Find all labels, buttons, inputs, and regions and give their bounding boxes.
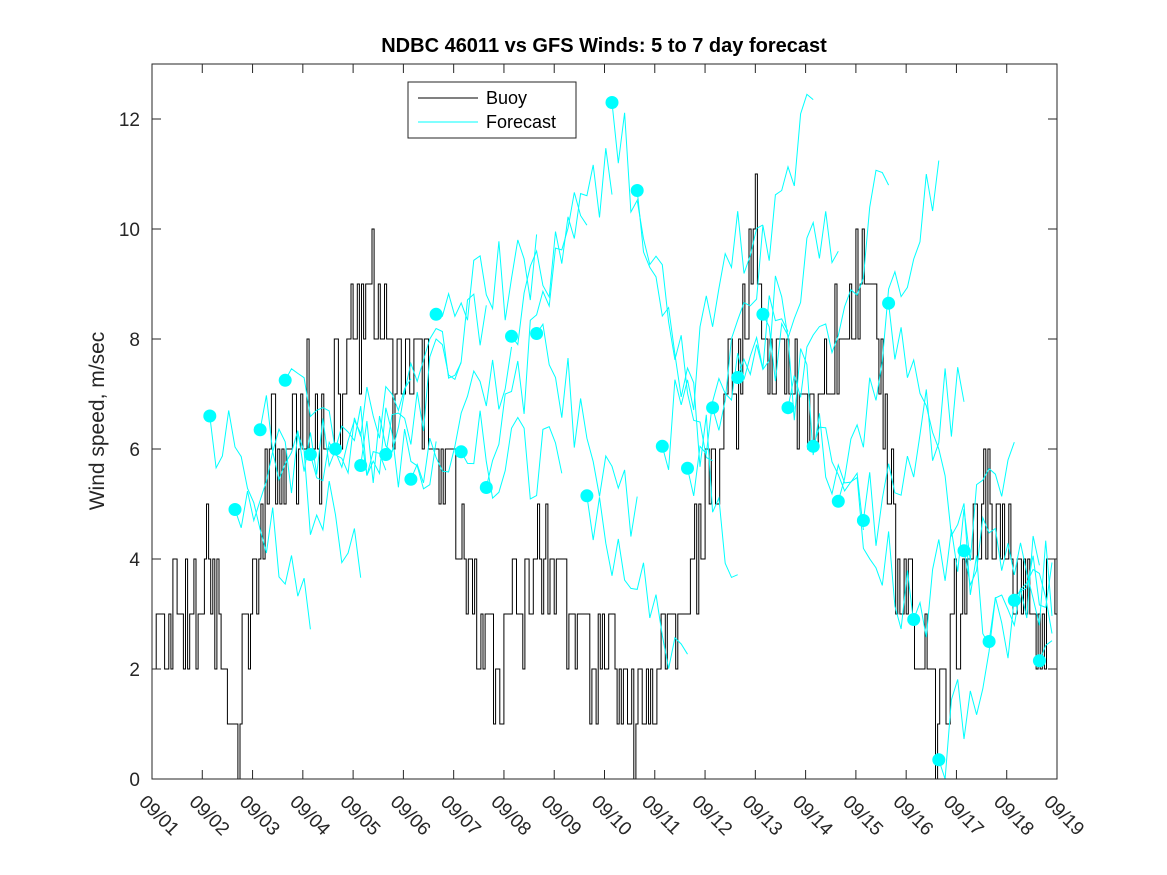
forecast-init-marker	[580, 489, 594, 503]
forecast-init-marker	[756, 307, 770, 321]
forecast-init-marker	[731, 371, 745, 384]
forecast-line	[988, 555, 1053, 659]
forecast-line	[611, 102, 713, 462]
forecast-init-marker	[479, 481, 493, 494]
y-axis-label: Wind speed, m/sec	[86, 332, 109, 511]
forecast-init-marker	[882, 296, 896, 310]
y-tick-label: 10	[119, 220, 140, 241]
y-tick-label: 0	[129, 770, 140, 791]
forecast-line	[862, 367, 965, 546]
forecast-line	[913, 442, 1015, 638]
forecast-line	[1013, 568, 1053, 634]
forecast-init-marker	[253, 423, 267, 437]
plot-background	[152, 64, 1057, 779]
forecast-line	[636, 190, 738, 579]
forecast-init-marker	[831, 494, 845, 508]
forecast-init-marker	[404, 472, 418, 486]
y-tick-label: 4	[129, 550, 140, 571]
forecast-init-marker	[1032, 654, 1046, 668]
forecast-init-marker	[681, 461, 694, 475]
y-tick-label: 2	[129, 660, 140, 681]
forecast-init-marker	[806, 439, 820, 453]
forecast-line	[586, 495, 688, 669]
forecast-init-marker	[932, 753, 946, 767]
forecast-init-marker	[354, 459, 368, 472]
y-tick-label: 6	[129, 440, 140, 461]
forecast-line	[485, 192, 588, 488]
forecast-line	[787, 169, 890, 408]
y-axis: 0 2 4 6 8 10 12	[119, 110, 1057, 791]
forecast-line	[938, 535, 1040, 780]
forecast-init-marker	[505, 329, 518, 343]
forecast-line	[837, 160, 940, 502]
forecast-line	[888, 303, 990, 646]
forecast-init-marker	[630, 184, 644, 197]
forecast-line	[234, 418, 336, 528]
forecast-init-marker	[706, 401, 720, 415]
buoy-series	[152, 173, 1058, 780]
legend: Buoy Forecast	[407, 81, 577, 139]
forecast-init-marker	[605, 96, 619, 109]
forecast-init-marker	[957, 544, 971, 558]
forecast-init-marker	[203, 409, 217, 423]
forecast-init-marker	[429, 307, 443, 321]
forecast-line	[309, 378, 412, 482]
forecast-init-marker	[379, 448, 393, 461]
forecast-init-marker	[303, 448, 317, 461]
legend-buoy-label: Buoy	[486, 88, 527, 108]
forecast-init-marker	[454, 445, 468, 459]
forecast-line	[812, 426, 915, 630]
forecast-init-marker	[228, 503, 242, 516]
legend-box	[407, 81, 577, 139]
buoy-line	[152, 173, 1058, 780]
forecast-init-marker	[856, 514, 870, 527]
forecast-line	[435, 234, 538, 321]
y-tick-label: 12	[119, 110, 140, 131]
forecast-line	[762, 314, 864, 531]
forecast-init-marker	[781, 401, 795, 415]
forecast-init-marker	[907, 613, 921, 626]
forecast-series	[209, 93, 1053, 780]
forecast-line	[335, 406, 437, 490]
forecast-line	[460, 410, 563, 500]
forecast-line	[712, 93, 814, 431]
forecast-init-marker	[329, 442, 342, 456]
forecast-line	[687, 295, 789, 497]
forecast-line	[536, 322, 638, 537]
chart-title: NDBC 46011 vs GFS Winds: 5 to 7 day fore…	[381, 35, 827, 57]
forecast-line	[410, 346, 512, 483]
forecast-line	[511, 148, 613, 346]
forecast-init-marker	[1007, 593, 1021, 607]
forecast-init-marker	[982, 635, 996, 648]
forecast-init-marker	[655, 439, 669, 453]
forecast-line	[661, 211, 764, 471]
forecast-init-markers	[203, 96, 1046, 767]
forecast-line	[360, 327, 462, 483]
forecast-line	[963, 515, 1053, 626]
forecast-init-marker	[530, 327, 544, 340]
legend-forecast-label: Forecast	[486, 112, 556, 132]
plot-area	[152, 64, 1058, 780]
forecast-line	[259, 395, 362, 578]
y-tick-label: 8	[129, 330, 140, 351]
forecast-line	[209, 410, 311, 630]
forecast-init-marker	[278, 373, 292, 387]
